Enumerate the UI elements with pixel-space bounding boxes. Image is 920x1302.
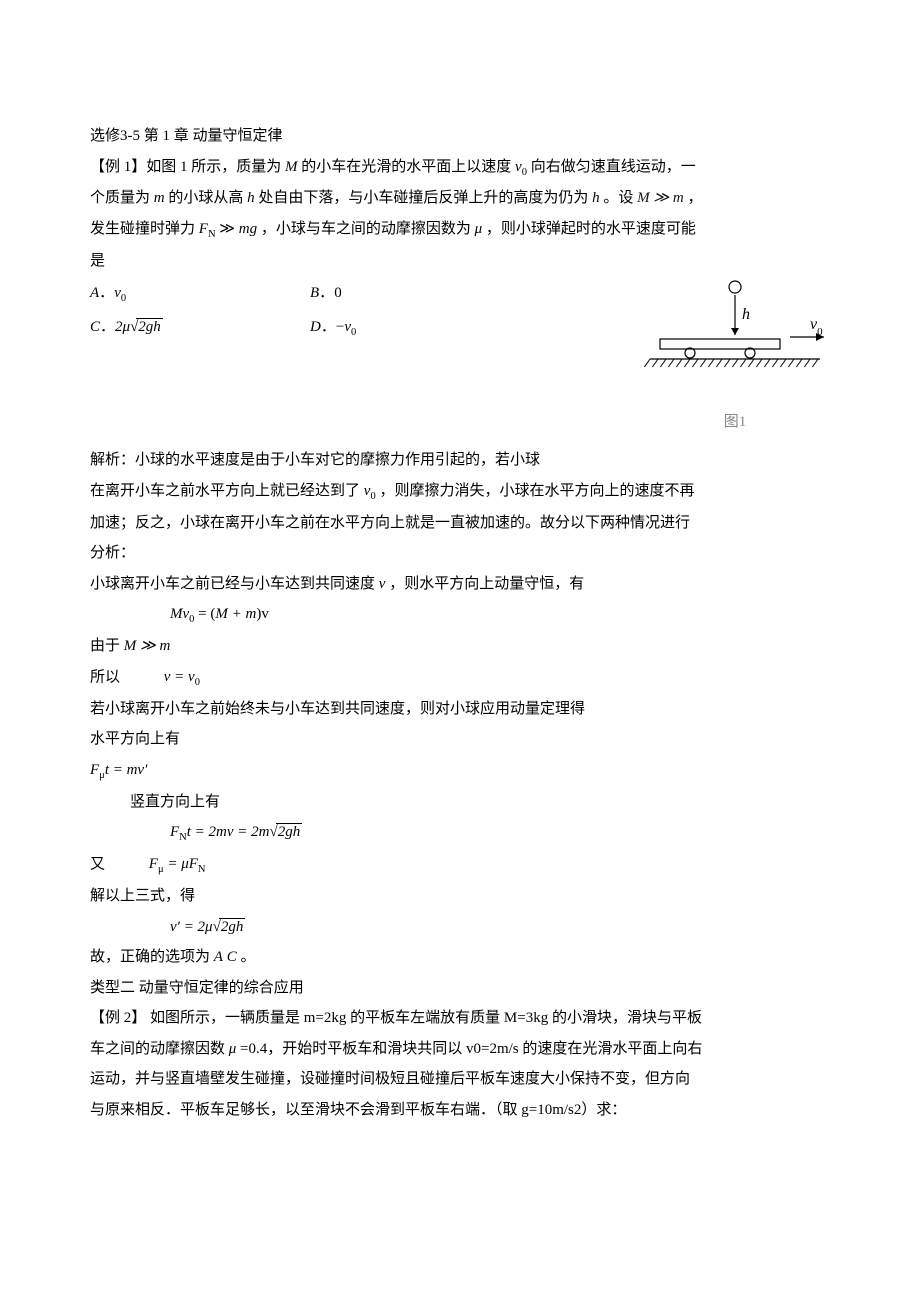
eq3: Fμt = mv′ — [90, 756, 830, 786]
t: ，则水平方向上动量守恒，有 — [385, 576, 584, 592]
t: 处自由下落，与小车碰撞后反弹上升的高度为仍为 — [255, 190, 593, 206]
t: =0.4，开始时平板车和滑块共同以 v0=2m/s 的速度在光滑水平面上向右 — [236, 1041, 702, 1057]
ex2-line3: 运动，并与竖直墙壁发生碰撞，设碰撞时间极短且碰撞后平板车速度大小保持不变，但方向 — [90, 1065, 830, 1094]
t: 车之间的动摩擦因数 — [90, 1041, 229, 1057]
solution-line8: 竖直方向上有 — [90, 788, 830, 817]
M-gg-m-2: M ≫ m — [124, 638, 171, 654]
ex1-line3: 发生碰撞时弹力 FN ≫ mg ，小球与车之间的动摩擦因数为 μ ，则小球弹起时… — [90, 215, 830, 245]
also-line: 又 Fμ = μFN — [90, 850, 830, 880]
var-h: h — [247, 190, 255, 206]
opt-C-sqrt: √2gh — [130, 313, 163, 342]
ex2-label: 【例 2】 — [90, 1010, 146, 1026]
solution-line2: 在离开小车之前水平方向上就已经达到了 v0 ，则摩擦力消失，小球在水平方向上的速… — [90, 477, 830, 507]
opt-A-letter: A — [90, 285, 99, 301]
ex1-label: 【例 1】 — [90, 159, 146, 175]
opt-D-val: v0 — [344, 319, 356, 335]
t: 所以 — [90, 669, 120, 685]
var-m: m — [154, 190, 165, 206]
t: 小球离开小车之前已经与小车达到共同速度 — [90, 576, 379, 592]
opt-D-letter: D — [310, 319, 321, 335]
solution-line7: 水平方向上有 — [90, 725, 830, 754]
solution-line4: 分析： — [90, 539, 830, 568]
t: 发生碰撞时弹力 — [90, 221, 199, 237]
so-line: 所以 v = v0 — [90, 663, 830, 693]
figure-1-caption: 图1 — [640, 408, 830, 437]
eq2: v = v0 — [124, 663, 200, 693]
dot: ． — [100, 319, 115, 335]
ex2-line2: 车之间的动摩擦因数 μ =0.4，开始时平板车和滑块共同以 v0=2m/s 的速… — [90, 1035, 830, 1064]
opt-C-letter: C — [90, 319, 100, 335]
M-gg-m: M ≫ m — [637, 190, 684, 206]
solution-label: 解析： — [90, 452, 135, 468]
ex1-line1: 【例 1】如图 1 所示，质量为 M 的小车在光滑的水平面上以速度 v0 向右做… — [90, 153, 830, 183]
svg-text:v0: v0 — [810, 316, 823, 338]
eq5: Fμ = μFN — [109, 850, 206, 880]
var-v0-b: v0 — [364, 483, 376, 499]
t: 如图 1 所示，质量为 — [146, 159, 285, 175]
solution-line1: 解析：小球的水平速度是由于小车对它的摩擦力作用引起的，若小球 — [90, 446, 830, 475]
var-h2: h — [592, 190, 600, 206]
t: 如图所示，一辆质量是 m=2kg 的平板车左端放有质量 M=3kg 的小滑块，滑… — [146, 1010, 702, 1026]
t: 由于 — [90, 638, 124, 654]
options-row1: A．v0 B．0 — [90, 279, 630, 309]
t: ，则摩擦力消失，小球在水平方向上的速度不再 — [376, 483, 695, 499]
chapter-header: 选修3-5 第 1 章 动量守恒定律 — [90, 122, 830, 151]
eq1: Mv0 = (M + m)v — [90, 600, 830, 630]
var-mu: μ — [475, 221, 483, 237]
solution-line5: 小球离开小车之前已经与小车达到共同速度 v ，则水平方向上动量守恒，有 — [90, 570, 830, 599]
gg: ≫ — [216, 221, 239, 237]
conclusion: 故，正确的选项为 A C 。 — [90, 943, 830, 972]
solution-line6: 若小球离开小车之前始终未与小车达到共同速度，则对小球应用动量定理得 — [90, 695, 830, 724]
ex1-line4: 是 — [90, 247, 830, 276]
opt-B-val: 0 — [334, 285, 342, 301]
solution-line3: 加速；反之，小球在离开小车之前在水平方向上就是一直被加速的。故分以下两种情况进行 — [90, 509, 830, 538]
dot: ． — [321, 319, 336, 335]
opt-B-letter: B — [310, 285, 319, 301]
options-row2: C．2μ√2gh D．−v0 — [90, 313, 630, 343]
ans-C: C — [227, 949, 237, 965]
eq6: v′ = 2μ√2gh — [90, 913, 830, 942]
ex1-line2: 个质量为 m 的小球从高 h 处自由下落，与小车碰撞后反弹上升的高度为仍为 h … — [90, 184, 830, 213]
ex2-line1: 【例 2】 如图所示，一辆质量是 m=2kg 的平板车左端放有质量 M=3kg … — [90, 1004, 830, 1033]
ex2-line4: 与原来相反．平板车足够长，以至滑块不会滑到平板车右端．（取 g=10m/s2）求… — [90, 1096, 830, 1125]
t: 故，正确的选项为 — [90, 949, 214, 965]
dot: ． — [319, 285, 334, 301]
t: ， — [684, 190, 703, 206]
t: 又 — [90, 856, 105, 872]
t: 。 — [237, 949, 256, 965]
solution-line9: 解以上三式，得 — [90, 882, 830, 911]
opt-C-coeff: 2μ — [115, 319, 130, 335]
t: 的小球从高 — [165, 190, 248, 206]
figure-1: h v0 图1 — [640, 277, 830, 436]
var-FN: FN — [199, 221, 216, 237]
dot: ． — [99, 285, 114, 301]
t: 小球的水平速度是由于小车对它的摩擦力作用引起的，若小球 — [135, 452, 540, 468]
t: 。设 — [600, 190, 638, 206]
t: 向右做匀速直线运动，一 — [527, 159, 696, 175]
type2-heading: 类型二 动量守恒定律的综合应用 — [90, 974, 830, 1003]
var-M: M — [285, 159, 298, 175]
var-v0: v0 — [515, 159, 527, 175]
eq4: FNt = 2mv = 2m√2gh — [90, 818, 830, 848]
t: 个质量为 — [90, 190, 154, 206]
opt-A-val: v0 — [114, 285, 126, 301]
figure-1-svg: h v0 — [642, 277, 828, 395]
ans-A: A — [214, 949, 223, 965]
t: ，则小球弹起时的水平速度可能 — [482, 221, 696, 237]
var-mg: mg — [239, 221, 257, 237]
t: ，小球与车之间的动摩擦因数为 — [257, 221, 475, 237]
svg-text:h: h — [742, 306, 750, 323]
t: 在离开小车之前水平方向上就已经达到了 — [90, 483, 364, 499]
since-line: 由于 M ≫ m — [90, 632, 830, 661]
t: 的小车在光滑的水平面上以速度 — [298, 159, 516, 175]
